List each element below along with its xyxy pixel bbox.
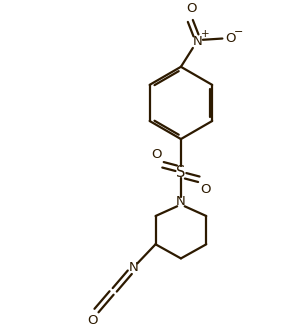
Text: N: N — [129, 261, 138, 274]
Text: S: S — [176, 164, 186, 180]
Text: O: O — [186, 2, 197, 15]
Text: O: O — [88, 314, 98, 327]
Text: O: O — [225, 32, 236, 45]
Text: O: O — [152, 147, 162, 161]
Text: −: − — [234, 27, 244, 37]
Text: +: + — [201, 29, 209, 39]
Text: N: N — [176, 195, 186, 208]
Text: N: N — [192, 35, 202, 47]
Text: O: O — [200, 183, 210, 197]
